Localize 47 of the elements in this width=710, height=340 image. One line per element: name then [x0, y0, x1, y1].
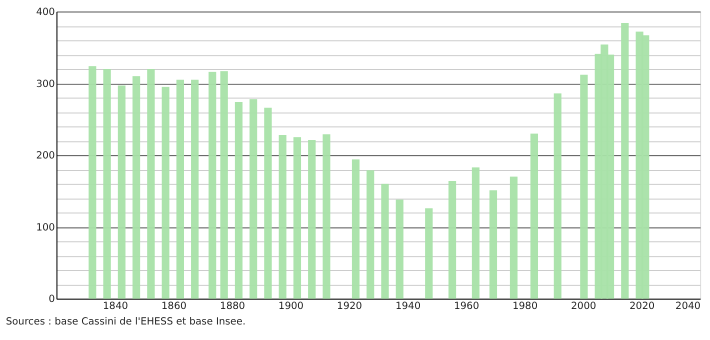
y-tick-label: 100: [36, 222, 55, 234]
bar: [554, 93, 562, 299]
bar: [208, 72, 216, 299]
x-tick-label: 2020: [629, 301, 655, 312]
y-tick-label: 0: [48, 294, 55, 306]
x-tick-label: 1840: [102, 301, 128, 312]
y-tick-label: 400: [36, 6, 55, 18]
bar: [88, 66, 96, 299]
bar: [448, 180, 456, 299]
x-tick-label: 1940: [395, 301, 421, 312]
bar: [396, 200, 404, 299]
bar: [278, 135, 286, 299]
bar: [580, 74, 588, 299]
bar: [322, 134, 330, 299]
bar: [381, 184, 389, 299]
x-tick-label: 2040: [675, 301, 701, 312]
y-tick-label: 300: [36, 78, 55, 90]
y-tick-label: 200: [36, 150, 55, 162]
bar: [162, 86, 170, 299]
bar: [489, 190, 498, 299]
bar: [132, 76, 140, 299]
bar: [147, 68, 155, 299]
bar: [352, 159, 360, 299]
bar: [293, 137, 302, 299]
x-tick-label: 1960: [454, 301, 480, 312]
bar: [234, 102, 243, 299]
bar: [621, 23, 629, 299]
bar: [308, 140, 316, 299]
x-tick-label: 1860: [161, 301, 187, 312]
bar: [530, 134, 538, 299]
x-tick-label: 1920: [336, 301, 362, 312]
x-tick-label: 1900: [278, 301, 304, 312]
source-note: Sources : base Cassini de l'EHESS et base Insee.: [6, 316, 246, 328]
bar: [264, 108, 272, 299]
bar: [103, 68, 111, 299]
x-tick-label: 2000: [570, 301, 596, 312]
bar: [510, 176, 518, 299]
bar: [425, 208, 433, 299]
x-tick-label: 1980: [512, 301, 538, 312]
bar: [472, 167, 480, 299]
bar: [250, 99, 258, 299]
x-tick-label: 1880: [220, 301, 246, 312]
bar: [118, 85, 126, 299]
bar: [220, 71, 228, 299]
bar: [176, 80, 184, 299]
bar: [366, 170, 374, 299]
bar: [191, 80, 199, 299]
